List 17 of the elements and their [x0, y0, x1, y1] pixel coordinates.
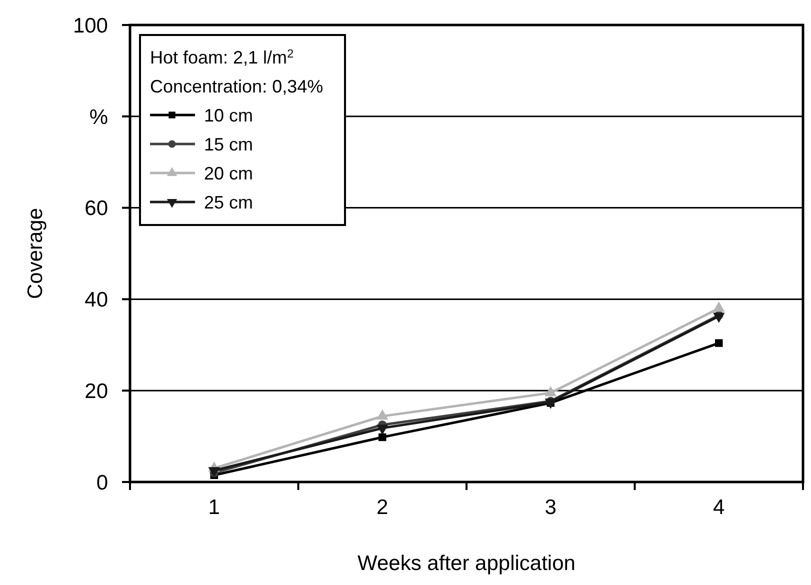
x-tick-label: 2 — [376, 496, 388, 519]
x-tick-label: 1 — [208, 496, 220, 519]
y-tick-label: 100 — [72, 14, 108, 38]
legend-label: 20 cm — [204, 163, 254, 184]
y-tick-label: 40 — [84, 288, 108, 312]
x-axis-title: Weeks after application — [358, 552, 576, 575]
legend-label: 15 cm — [204, 134, 254, 154]
y-tick-label: 20 — [84, 380, 108, 403]
y-tick-label: 60 — [84, 197, 108, 220]
text: Hot foam: 2,1 l/m$^{2}$ Concentration: 0,34% — [150, 46, 324, 96]
legend-label: 10 cm — [204, 105, 254, 126]
x-tick-label: 4 — [713, 496, 726, 519]
y-tick-label: % — [89, 106, 108, 129]
x-tick-label: 3 — [544, 496, 556, 519]
y-axis-title: Coverage — [24, 208, 47, 300]
legend-label: 25 cm — [204, 192, 254, 212]
y-tick-label: 0 — [96, 471, 108, 494]
